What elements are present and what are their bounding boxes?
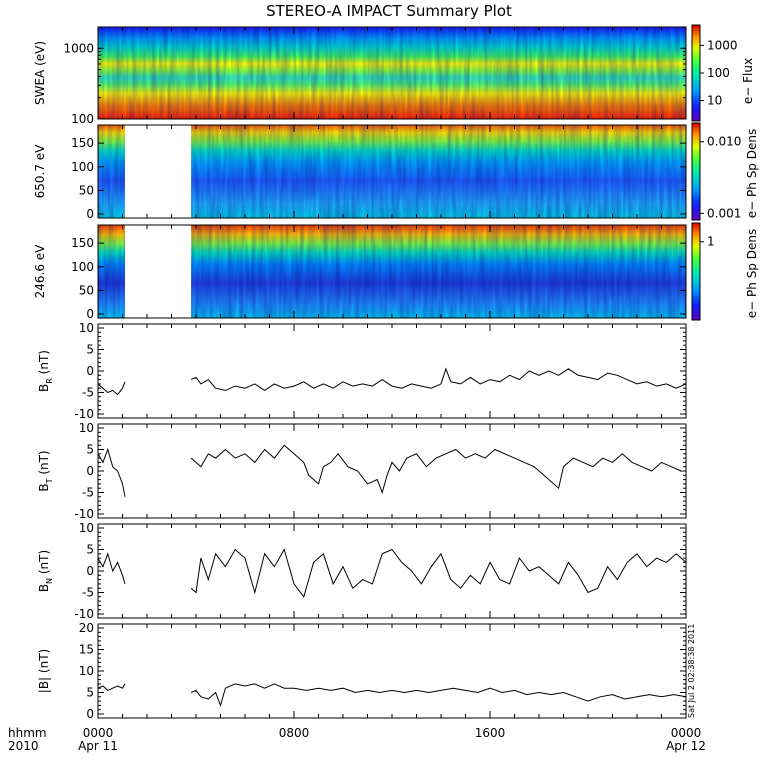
spectrogram-panel-3: 150 100 50 0 246.6 eV 1 e− Ph Sp Dens xyxy=(33,222,759,321)
y-tick-label: -10 xyxy=(74,607,94,621)
colorbar-tick-label: 10 xyxy=(707,94,722,108)
colorbar-tick-label: 1000 xyxy=(707,38,738,52)
y-axis-label-main: B xyxy=(37,584,51,592)
line-panel-3: 10 5 0 -5 -10 BN (nT) xyxy=(37,521,687,621)
data-gap xyxy=(124,125,192,218)
y-axis-label-subscript: R xyxy=(45,378,54,384)
series-line-bn xyxy=(190,548,687,598)
colorbar-tick-label: 0.010 xyxy=(707,135,741,149)
y-tick-label: 0 xyxy=(86,307,94,321)
y-axis-label: SWEA (eV) xyxy=(33,41,47,105)
y-axis-label-unit: (nT) xyxy=(37,550,51,578)
line-panel-4: 20 15 10 5 0 |B| (nT) xyxy=(37,621,687,721)
panel-frame xyxy=(97,623,687,719)
y-axis-label: 246.6 eV xyxy=(33,244,47,299)
y-tick-label: 5 xyxy=(86,543,94,557)
y-tick-label: 150 xyxy=(71,136,94,150)
y-tick-label: 0 xyxy=(86,707,94,721)
y-tick-label: 0 xyxy=(86,464,94,478)
panel-frame xyxy=(97,323,687,419)
y-axis-label: 650.7 eV xyxy=(33,144,47,199)
y-tick-label: 5 xyxy=(86,443,94,457)
series-line-bn xyxy=(97,552,126,585)
spectrogram-texture xyxy=(98,27,686,119)
y-tick-label: 10 xyxy=(79,421,94,435)
y-tick-label: 100 xyxy=(71,260,94,274)
colorbar xyxy=(691,24,701,122)
y-tick-label: 10 xyxy=(79,521,94,535)
spectrogram-texture xyxy=(98,225,686,318)
spectrogram-texture xyxy=(98,125,686,218)
x-tick-date-label: Apr 12 xyxy=(666,739,706,753)
y-tick-label: 50 xyxy=(79,283,94,297)
y-tick-label: -10 xyxy=(74,507,94,521)
y-tick-label: 5 xyxy=(86,343,94,357)
chart-title: STEREO-A IMPACT Summary Plot xyxy=(266,2,512,20)
series-line-absbabs xyxy=(97,683,126,691)
y-tick-label: -5 xyxy=(82,386,94,400)
colorbar-tick-label: 100 xyxy=(707,66,730,80)
spectrogram-panel-1: 1000 100 SWEA (eV) 1000 100 10 e− Flux xyxy=(33,24,755,126)
y-tick-label: 10 xyxy=(79,664,94,678)
timestamp-text: Sat Jul 2 02:38:38 2011 xyxy=(687,624,696,718)
y-tick-label: -10 xyxy=(74,407,94,421)
y-tick-label: 150 xyxy=(71,236,94,250)
y-tick-label: 100 xyxy=(71,112,94,126)
x-tick-label: 1600 xyxy=(475,726,506,740)
y-tick-label: 1000 xyxy=(63,41,94,55)
colorbar-tick-label: 0.001 xyxy=(707,206,741,220)
colorbar-label: e− Ph Sp Dens xyxy=(745,229,759,318)
panel-frame xyxy=(97,423,687,519)
colorbar xyxy=(691,222,701,321)
y-axis-label-main: |B| xyxy=(37,677,51,693)
y-tick-label: 15 xyxy=(79,643,94,657)
x-tick-label: 0000 xyxy=(83,726,114,740)
y-axis-label-unit: (nT) xyxy=(37,649,51,677)
series-line-br xyxy=(190,367,687,391)
colorbar-label: e− Ph Sp Dens xyxy=(745,129,759,218)
y-axis-label: BR (nT) xyxy=(37,350,54,392)
y-axis-label-main: B xyxy=(37,384,51,392)
x-tick-date-label: Apr 11 xyxy=(78,739,118,753)
y-tick-label: -5 xyxy=(82,586,94,600)
colorbar-tick-label: 1 xyxy=(707,235,715,249)
y-axis-label-unit: (nT) xyxy=(37,450,51,478)
series-line-bt xyxy=(97,447,126,497)
y-axis-label: |B| (nT) xyxy=(37,649,51,693)
series-line-br xyxy=(97,381,126,396)
y-tick-label: 100 xyxy=(71,160,94,174)
data-gap xyxy=(124,225,192,318)
colorbar-label: e− Flux xyxy=(741,58,755,104)
y-axis-label-subscript: T xyxy=(45,478,54,484)
y-axis-label: BN (nT) xyxy=(37,550,54,592)
y-tick-label: 0 xyxy=(86,207,94,221)
spectrogram-panel-2: 150 100 50 0 650.7 eV 0.010 0.001 e− Ph Sp Dens xyxy=(33,122,759,221)
x-axis-unit-label: hhmm xyxy=(8,726,47,740)
y-axis-label-main: B xyxy=(37,483,51,491)
x-tick-label: 0800 xyxy=(279,726,310,740)
y-tick-label: 5 xyxy=(86,686,94,700)
y-axis-label-unit: (nT) xyxy=(37,350,51,378)
y-tick-label: 0 xyxy=(86,364,94,378)
series-line-absbabs xyxy=(190,683,687,707)
y-tick-label: 50 xyxy=(79,183,94,197)
y-axis-label-subscript: N xyxy=(45,578,54,584)
line-panel-1: 10 5 0 -5 -10 BR (nT) xyxy=(37,321,687,421)
series-line-bt xyxy=(190,444,686,495)
line-panel-2: 10 5 0 -5 -10 BT (nT) xyxy=(37,421,687,521)
colorbar xyxy=(691,122,701,221)
y-tick-label: -5 xyxy=(82,486,94,500)
y-tick-label: 20 xyxy=(79,621,94,635)
y-tick-label: 10 xyxy=(79,321,94,335)
panel-frame xyxy=(97,523,687,619)
y-axis-label: BT (nT) xyxy=(37,450,54,491)
y-tick-label: 0 xyxy=(86,564,94,578)
x-tick-label: 0000 xyxy=(671,726,702,740)
x-axis-year-label: 2010 xyxy=(8,739,39,753)
